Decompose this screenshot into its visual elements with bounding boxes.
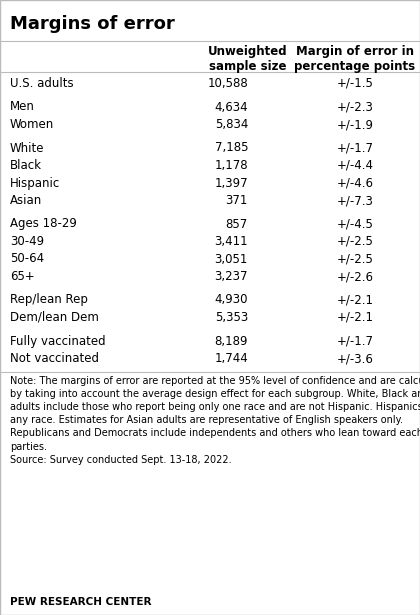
Text: Unweighted
sample size: Unweighted sample size xyxy=(208,45,288,73)
Text: +/-1.5: +/-1.5 xyxy=(336,77,373,90)
Text: Black: Black xyxy=(10,159,42,172)
Text: Rep/lean Rep: Rep/lean Rep xyxy=(10,293,88,306)
Text: +/-3.6: +/-3.6 xyxy=(336,352,373,365)
Text: Fully vaccinated: Fully vaccinated xyxy=(10,335,105,347)
Text: 5,834: 5,834 xyxy=(215,118,248,131)
Text: Not vaccinated: Not vaccinated xyxy=(10,352,99,365)
Text: +/-2.3: +/-2.3 xyxy=(336,100,373,114)
Text: Men: Men xyxy=(10,100,35,114)
Text: 3,411: 3,411 xyxy=(214,235,248,248)
Text: 1,397: 1,397 xyxy=(214,177,248,189)
Text: +/-2.1: +/-2.1 xyxy=(336,311,373,324)
Text: Margin of error in
percentage points: Margin of error in percentage points xyxy=(294,45,415,73)
Text: 8,189: 8,189 xyxy=(215,335,248,347)
Text: 5,353: 5,353 xyxy=(215,311,248,324)
Text: 4,634: 4,634 xyxy=(214,100,248,114)
Text: Hispanic: Hispanic xyxy=(10,177,60,189)
Text: 10,588: 10,588 xyxy=(207,77,248,90)
Text: +/-7.3: +/-7.3 xyxy=(336,194,373,207)
Text: +/-1.9: +/-1.9 xyxy=(336,118,373,131)
Text: Ages 18-29: Ages 18-29 xyxy=(10,218,77,231)
Text: +/-2.5: +/-2.5 xyxy=(336,253,373,266)
Text: 857: 857 xyxy=(226,218,248,231)
Text: U.S. adults: U.S. adults xyxy=(10,77,74,90)
Text: +/-4.5: +/-4.5 xyxy=(336,218,373,231)
Text: 65+: 65+ xyxy=(10,270,35,283)
Text: 371: 371 xyxy=(226,194,248,207)
Text: 3,051: 3,051 xyxy=(215,253,248,266)
Text: 1,178: 1,178 xyxy=(214,159,248,172)
Text: +/-1.7: +/-1.7 xyxy=(336,141,373,154)
Text: 3,237: 3,237 xyxy=(215,270,248,283)
Text: Dem/lean Dem: Dem/lean Dem xyxy=(10,311,99,324)
Text: 7,185: 7,185 xyxy=(215,141,248,154)
Text: +/-2.5: +/-2.5 xyxy=(336,235,373,248)
Text: Note: The margins of error are reported at the 95% level of confidence and are c: Note: The margins of error are reported … xyxy=(10,376,420,465)
Text: 4,930: 4,930 xyxy=(215,293,248,306)
Text: 30-49: 30-49 xyxy=(10,235,44,248)
Text: 50-64: 50-64 xyxy=(10,253,44,266)
Text: +/-2.6: +/-2.6 xyxy=(336,270,373,283)
Text: +/-1.7: +/-1.7 xyxy=(336,335,373,347)
Text: +/-4.6: +/-4.6 xyxy=(336,177,373,189)
Text: White: White xyxy=(10,141,45,154)
Text: Women: Women xyxy=(10,118,54,131)
Text: +/-2.1: +/-2.1 xyxy=(336,293,373,306)
Text: Margins of error: Margins of error xyxy=(10,15,175,33)
Text: +/-4.4: +/-4.4 xyxy=(336,159,373,172)
Text: PEW RESEARCH CENTER: PEW RESEARCH CENTER xyxy=(10,597,152,607)
Text: Asian: Asian xyxy=(10,194,42,207)
Text: 1,744: 1,744 xyxy=(214,352,248,365)
